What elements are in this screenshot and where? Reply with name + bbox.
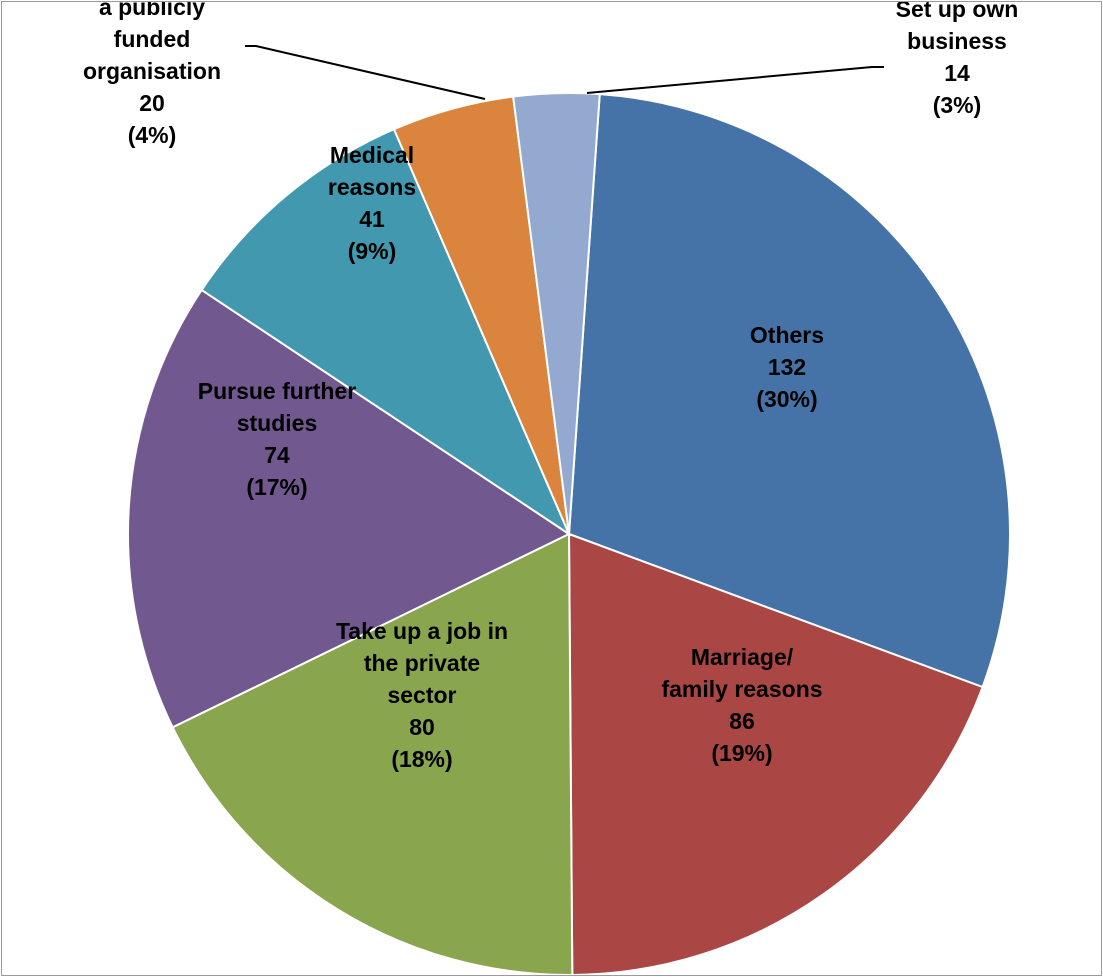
slice-data-label: Others 132 (30%) xyxy=(750,322,824,412)
pie-slice xyxy=(567,93,1012,689)
slice-label-line: Set up own xyxy=(896,2,1019,22)
slice-label-line: 132 xyxy=(768,354,806,380)
slice-label-line: family reasons xyxy=(661,676,822,702)
slice-label-line: organisation xyxy=(83,58,221,84)
slice-data-label: Pursue further studies 74 (17%) xyxy=(198,378,357,500)
slice-label-line: (18%) xyxy=(391,746,452,772)
slice-label-line: Pursue further xyxy=(198,378,357,404)
slice-label-line: sector xyxy=(387,682,456,708)
slice-label-line: 74 xyxy=(264,442,290,468)
slice-label-line: 14 xyxy=(944,60,970,86)
slice-label-line: (4%) xyxy=(128,122,177,148)
slice-label-line: studies xyxy=(237,410,318,436)
pie-slice xyxy=(567,532,984,975)
slice-label-line: Others xyxy=(750,322,824,348)
slice-label-line: reasons xyxy=(328,174,416,200)
slice-label-line: (9%) xyxy=(348,238,397,264)
pie-slice xyxy=(512,92,601,535)
slice-label-line: 86 xyxy=(729,708,755,734)
slice-data-label: Medical reasons 41 (9%) xyxy=(328,142,416,264)
slice-data-label: Take up a job in the private sector 80 (18%) xyxy=(336,618,508,772)
slice-label-line: (17%) xyxy=(246,474,307,500)
slice-label-line: funded xyxy=(114,26,191,52)
slice-label-line: 20 xyxy=(139,90,165,116)
slice-label-line: (3%) xyxy=(933,92,982,118)
slice-label-line: (19%) xyxy=(711,740,772,766)
leader-line xyxy=(586,66,884,94)
pie-slice xyxy=(200,127,572,537)
slice-label-line: Take up a job in xyxy=(336,618,508,644)
pie-slice xyxy=(127,288,572,729)
slice-label-line: 80 xyxy=(409,714,435,740)
slice-label-line: Medical xyxy=(330,142,414,168)
slice-label-line: (30%) xyxy=(756,386,817,412)
slice-label-line: Marriage/ xyxy=(691,644,794,670)
pie-slice xyxy=(171,532,574,975)
slice-label-line: business xyxy=(907,28,1007,54)
leader-line xyxy=(245,45,486,100)
slice-data-label: Take up a job ina publiclyfundedorganisa… xyxy=(66,2,238,148)
slice-data-label: Marriage/family reasons 86 (19%) xyxy=(661,644,822,766)
slice-label-line: the private xyxy=(364,650,480,676)
slice-data-label: Set up own business 14 (3%) xyxy=(896,2,1019,118)
slice-label-line: a publicly xyxy=(99,2,205,20)
slice-label-line: 41 xyxy=(359,206,385,232)
